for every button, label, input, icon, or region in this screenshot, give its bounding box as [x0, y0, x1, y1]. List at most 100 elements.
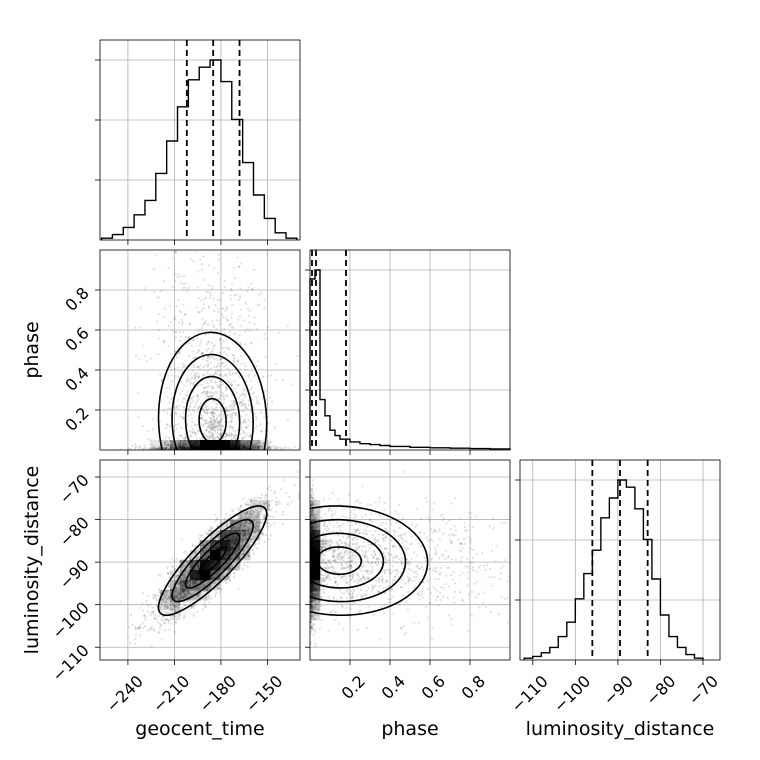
sample-point [197, 548, 200, 551]
sample-point [226, 421, 230, 424]
sample-point [216, 432, 220, 435]
sample-point [225, 386, 228, 389]
sample-point [190, 377, 193, 381]
sample-point [208, 391, 211, 394]
sample-point [196, 556, 200, 559]
sample-point [142, 626, 145, 630]
sample-point [240, 514, 243, 517]
sample-point [179, 446, 182, 449]
contour-line [184, 375, 241, 450]
sample-point [184, 446, 187, 449]
sample-point [238, 265, 241, 268]
sample-point [169, 600, 173, 603]
sample-point [222, 573, 225, 577]
sample-point [153, 617, 157, 620]
sample-point [173, 367, 176, 371]
sample-point [141, 425, 145, 428]
sample-point [172, 603, 175, 607]
sample-point [296, 470, 299, 473]
sample-point [165, 589, 168, 592]
sample-point [242, 403, 245, 407]
sample-point [159, 289, 163, 293]
sample-point [196, 587, 199, 590]
sample-point [203, 390, 206, 393]
sample-point [182, 590, 185, 593]
sample-point [170, 588, 173, 591]
sample-point [225, 564, 228, 567]
sample-point [239, 504, 242, 508]
sample-point [241, 445, 245, 448]
sample-point [181, 606, 184, 609]
sample-point [164, 611, 168, 614]
sample-point [201, 326, 204, 330]
sample-point [144, 446, 147, 449]
sample-point [127, 626, 130, 629]
sample-point [187, 379, 191, 382]
sample-point [186, 591, 189, 594]
sample-point [255, 424, 258, 428]
sample-point [181, 321, 184, 324]
sample-point [231, 416, 234, 420]
sample-point [264, 534, 268, 537]
sample-point [184, 313, 187, 316]
sample-point [188, 399, 192, 402]
sample-point [226, 318, 229, 322]
sample-point [242, 447, 245, 450]
sample-point [193, 545, 197, 548]
sample-point [218, 338, 222, 341]
sample-point [166, 601, 169, 604]
sample-point [230, 407, 234, 411]
sample-point [193, 424, 196, 427]
sample-point [191, 581, 194, 584]
sample-point [239, 401, 242, 404]
sample-point [242, 534, 246, 537]
sample-point [263, 515, 266, 518]
sample-point [262, 442, 265, 445]
scatter-panel-geocent_time-luminosity_distance: −240 −210 −180 −150−110−100−90−80−70 [48, 459, 301, 716]
sample-point [178, 445, 181, 448]
sample-point [185, 448, 189, 450]
sample-point [203, 322, 206, 325]
sample-point [182, 303, 185, 307]
sample-point [177, 321, 180, 324]
sample-point [274, 510, 277, 513]
sample-point [235, 551, 238, 554]
sample-point [231, 519, 234, 522]
sample-point [217, 422, 221, 425]
sample-point [245, 529, 248, 532]
sample-point [248, 321, 251, 324]
sample-point [202, 302, 205, 306]
sample-point [179, 446, 183, 450]
sample-point [173, 576, 176, 579]
sample-point [254, 442, 257, 445]
sample-point [239, 517, 243, 520]
sample-point [203, 374, 206, 377]
sample-point [250, 420, 253, 424]
sample-point [263, 299, 266, 302]
luminosity_distance-y-tick-label: −100 [48, 598, 93, 643]
sample-point [231, 405, 234, 409]
sample-point [210, 526, 213, 529]
scatter-panel-geocent_time-phase: 0.20.40.60.8 [61, 249, 301, 455]
sample-point [152, 628, 155, 631]
sample-point [207, 545, 210, 548]
sample-point [181, 401, 184, 404]
sample-point [177, 445, 180, 448]
sample-point [242, 528, 245, 531]
sample-point [165, 423, 169, 426]
sample-point [211, 434, 214, 438]
sample-point [207, 306, 211, 309]
sample-point [242, 529, 245, 532]
sample-point [229, 526, 233, 529]
sample-point [241, 568, 244, 571]
sample-point [222, 395, 225, 398]
sample-point [155, 597, 158, 601]
sample-point [181, 564, 185, 567]
sample-point [246, 448, 249, 450]
sample-point [183, 447, 186, 450]
sample-point [168, 401, 171, 404]
sample-point [239, 447, 243, 450]
sample-point [248, 436, 251, 439]
sample-point [211, 285, 214, 288]
sample-point [204, 333, 207, 336]
